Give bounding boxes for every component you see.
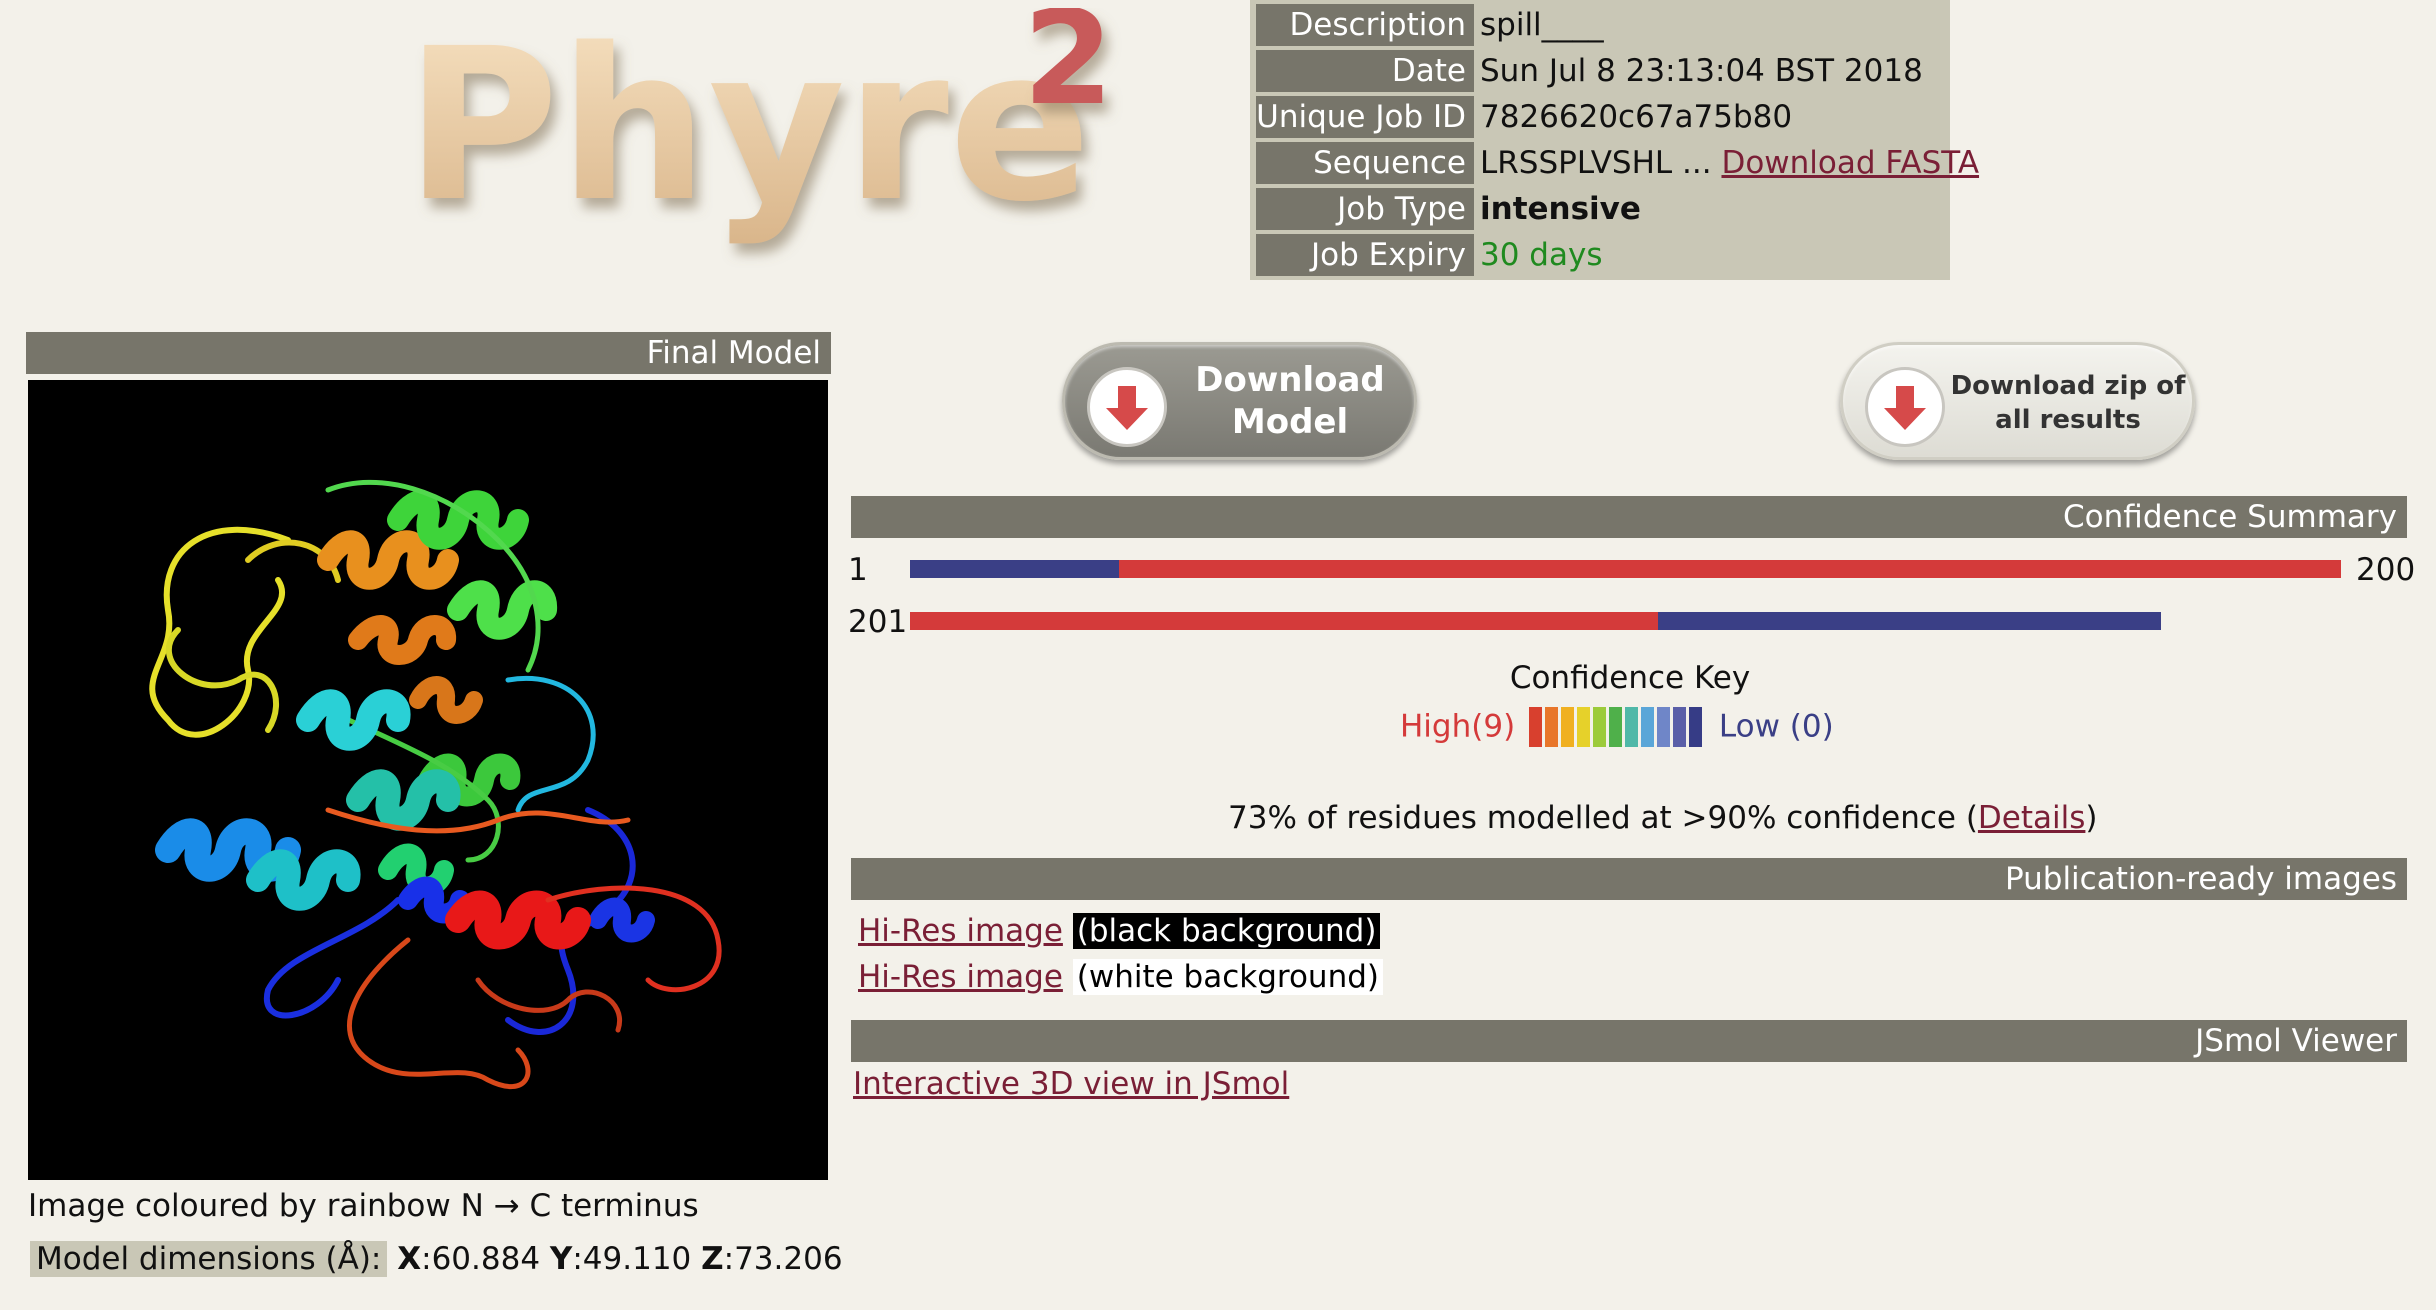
confidence-key-swatch: [1577, 706, 1591, 747]
dim-z-label: Z: [701, 1241, 724, 1277]
info-label: Date: [1256, 50, 1474, 92]
jsmol-viewer-header: JSmol Viewer: [851, 1020, 2407, 1062]
dim-y-value: :49.110: [572, 1241, 692, 1277]
confidence-segment: [1657, 612, 2162, 630]
info-value: Sun Jul 8 23:13:04 BST 2018: [1480, 53, 1923, 89]
dim-z-value: :73.206: [723, 1241, 843, 1277]
confidence-bar-row2: [910, 612, 2348, 630]
phyre2-logo-graphic: Phyre 2: [405, 0, 1113, 248]
confidence-key-swatches: [1529, 706, 1705, 747]
download-model-line1: Download: [1195, 360, 1385, 400]
model-dimensions-label: Model dimensions (Å):: [30, 1241, 388, 1277]
info-label: Sequence: [1256, 142, 1474, 184]
job-info-table: Description spill____ Date Sun Jul 8 23:…: [1250, 0, 1979, 280]
hires-white-link[interactable]: Hi-Res image: [858, 959, 1063, 995]
jsmol-interactive-link[interactable]: Interactive 3D view in JSmol: [853, 1066, 1290, 1102]
confidence-summary-header: Confidence Summary: [851, 496, 2407, 538]
confidence-segment: [910, 612, 1658, 630]
download-model-button[interactable]: Download Model: [1062, 342, 1417, 460]
confidence-key-swatch: [1545, 706, 1559, 747]
jsmol-link-row: Interactive 3D view in JSmol: [853, 1066, 1289, 1102]
confidence-bar-row1: [910, 560, 2348, 578]
confidence-segment: [1118, 560, 2341, 578]
info-value: 30 days: [1480, 237, 1603, 273]
summary-text: 73% of residues modelled at >90% confide…: [1228, 800, 1978, 836]
confidence-key-swatch: [1609, 706, 1623, 747]
info-row-description: Description spill____: [1250, 2, 1950, 48]
download-zip-line1: Download zip of: [1950, 371, 2186, 401]
hires-black-row: Hi-Res image (black background): [858, 910, 1381, 952]
download-fasta-link[interactable]: Download FASTA: [1721, 145, 1980, 181]
info-row-sequence: Sequence LRSSPLVSHL ... Download FASTA: [1250, 140, 1979, 186]
confidence-key-swatch: [1641, 706, 1655, 747]
info-label: Job Expiry: [1256, 234, 1474, 276]
info-label: Description: [1256, 4, 1474, 46]
confidence-summary-text: 73% of residues modelled at >90% confide…: [1228, 800, 2098, 836]
dim-x-value: :60.884: [421, 1241, 541, 1277]
row1-start-label: 1: [848, 552, 868, 588]
protein-ribbon-graphic: [149, 479, 722, 1089]
info-value: LRSSPLVSHL ... Download FASTA: [1480, 142, 1979, 184]
hires-white-row: Hi-Res image (white background): [858, 956, 1383, 998]
phyre2-logo: Phyre 2: [395, 0, 1155, 268]
svg-text:2: 2: [1023, 8, 1113, 134]
info-label: Job Type: [1256, 188, 1474, 230]
publication-images-header: Publication-ready images: [851, 858, 2407, 900]
info-value: intensive: [1480, 191, 1641, 227]
black-background-label: (black background): [1072, 913, 1381, 949]
row1-end-label: 200: [2356, 552, 2416, 588]
info-label: Unique Job ID: [1256, 96, 1474, 138]
confidence-key-swatch: [1625, 706, 1639, 747]
summary-close: ): [2085, 800, 2098, 836]
info-row-job-id: Unique Job ID 7826620c67a75b80: [1250, 94, 1950, 140]
download-model-line2: Model: [1231, 402, 1349, 442]
model-dimensions: Model dimensions (Å): X:60.884 Y:49.110 …: [30, 1236, 843, 1282]
info-value: spill____: [1480, 7, 1604, 43]
info-row-date: Date Sun Jul 8 23:13:04 BST 2018: [1250, 48, 1950, 94]
confidence-key-low: Low (0): [1718, 708, 1834, 745]
confidence-key-swatch: [1673, 706, 1687, 747]
svg-text:Phyre: Phyre: [405, 8, 1091, 248]
download-zip-line2: all results: [1995, 405, 2141, 435]
protein-model-image[interactable]: [28, 380, 828, 1180]
download-zip-button[interactable]: Download zip of all results: [1840, 342, 2195, 460]
confidence-key-swatch: [1689, 706, 1703, 747]
info-row-job-type: Job Type intensive: [1250, 186, 1950, 232]
model-caption: Image coloured by rainbow N → C terminus: [28, 1188, 699, 1224]
dim-y-label: Y: [549, 1241, 573, 1277]
confidence-key-swatch: [1657, 706, 1671, 747]
info-row-job-expiry: Job Expiry 30 days: [1250, 232, 1950, 278]
confidence-key-swatch: [1529, 706, 1543, 747]
confidence-segment: [910, 560, 1119, 578]
info-value: 7826620c67a75b80: [1480, 99, 1793, 135]
sequence-text: LRSSPLVSHL ...: [1480, 145, 1712, 181]
confidence-key-swatch: [1561, 706, 1575, 747]
confidence-key-high: High(9): [1400, 708, 1516, 745]
confidence-key-swatch: [1593, 706, 1607, 747]
row2-start-label: 201: [848, 604, 908, 640]
confidence-key: High(9) Low (0): [1400, 704, 1834, 747]
confidence-key-title: Confidence Key: [1509, 660, 1751, 696]
white-background-label: (white background): [1072, 959, 1383, 995]
final-model-header: Final Model: [26, 332, 831, 374]
dim-x-label: X: [397, 1241, 422, 1277]
download-arrow-icon: [1087, 367, 1167, 447]
download-arrow-icon: [1865, 367, 1945, 447]
details-link[interactable]: Details: [1977, 800, 2086, 836]
hires-black-link[interactable]: Hi-Res image: [858, 913, 1063, 949]
